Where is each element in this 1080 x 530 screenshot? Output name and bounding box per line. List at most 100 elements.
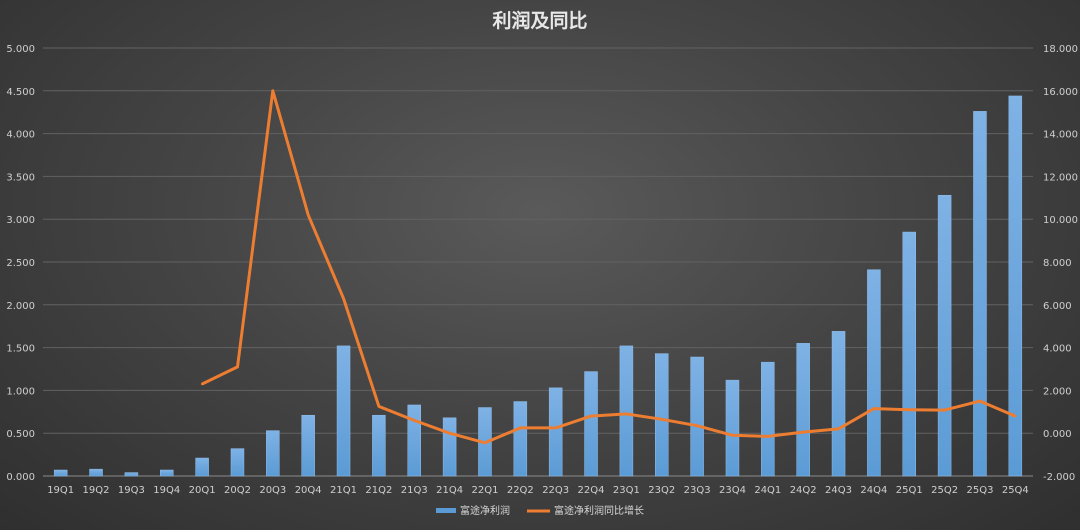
y-left-tick-label: 1.500 [6,344,35,355]
y-axis-left: 0.000 0.500 1.000 1.500 2.000 2.500 3.000 3.500… [6,44,35,483]
bar [548,387,563,477]
bar [725,379,740,477]
bar [690,356,704,477]
y-left-tick-label: 0.000 [6,472,35,483]
x-axis: 19Q1 19Q2 19Q3 19Q4 20Q1 20Q2 20Q3 20Q4 21Q1 21Q2… [47,485,1029,496]
bar [442,417,457,477]
bar [937,194,952,477]
x-tick-label: 25Q1 [896,485,923,496]
line-point [554,426,557,430]
x-tick-label: 22Q2 [507,485,534,496]
bar [513,401,528,477]
bar [902,231,916,477]
line-point [766,435,770,438]
line-point [483,441,487,445]
line-point [236,365,239,369]
x-tick-label: 19Q4 [153,485,180,496]
x-tick-label: 20Q1 [189,485,216,496]
bar [336,345,351,477]
bar [1008,95,1023,477]
x-tick-label: 25Q3 [966,485,993,496]
x-tick-label: 20Q4 [295,485,322,496]
bar [584,371,598,477]
line-point [519,426,522,430]
bar [124,472,139,477]
line-point [872,407,876,410]
line-point [589,414,593,418]
x-tick-label: 21Q1 [330,485,357,496]
x-tick-label: 23Q4 [719,485,746,496]
bar [831,331,846,477]
x-tick-label: 24Q3 [825,485,852,496]
y-axis-right: -2.000 0.000 2.000 4.000 6.000 8.000 10.000 12.… [1043,44,1078,483]
bar [195,457,209,477]
bar [973,111,987,477]
y-right-tick-label: 6.000 [1043,301,1072,312]
y-left-tick-label: 4.000 [6,130,35,141]
y-left-tick-label: 0.500 [6,429,35,440]
line-point [377,405,381,408]
legend-swatch-bar [436,508,456,513]
x-tick-label: 19Q3 [118,485,145,496]
bar [372,414,386,477]
bar [53,469,68,477]
bar [407,404,421,477]
legend-label-bar: 富途净利润 [460,504,510,517]
legend: 富途净利润 富途净利润同比增长 [436,504,644,517]
y-left-tick-label: 3.500 [6,172,35,183]
line-point [1014,414,1017,418]
line-point [625,412,628,416]
line-point [908,408,911,411]
x-tick-label: 19Q1 [47,485,74,496]
y-right-tick-label: 18.000 [1043,44,1078,55]
x-tick-label: 20Q2 [224,485,251,496]
y-right-tick-label: 12.000 [1043,172,1078,183]
y-right-tick-label: 10.000 [1043,215,1078,226]
x-tick-label: 22Q1 [471,485,498,496]
bar [867,269,881,477]
bar [796,343,810,477]
y-right-tick-label: -2.000 [1043,472,1075,483]
line-point [660,418,663,421]
y-right-tick-label: 2.000 [1043,386,1072,397]
x-tick-label: 19Q2 [83,485,110,496]
x-tick-label: 24Q1 [754,485,781,496]
x-tick-label: 25Q4 [1002,485,1029,496]
x-tick-label: 24Q4 [860,485,887,496]
line-point [978,399,982,403]
x-tick-label: 22Q3 [542,485,569,496]
x-tick-label: 23Q3 [684,485,711,496]
y-left-tick-label: 1.000 [6,386,35,397]
line-point [342,297,345,300]
bar [761,361,775,477]
bar [160,469,174,477]
x-tick-label: 24Q2 [790,485,817,496]
y-left-tick-label: 4.500 [6,87,35,98]
gridlines [43,47,1033,477]
y-left-tick-label: 3.000 [6,215,35,226]
series-line [201,89,1016,445]
y-left-tick-label: 2.500 [6,258,35,269]
y-right-tick-label: 8.000 [1043,258,1072,269]
y-right-tick-label: 16.000 [1043,87,1078,98]
line-point [695,424,699,427]
legend-label-line: 富途净利润同比增长 [554,504,644,517]
chart-title: 利润及同比 [492,9,587,32]
bar [89,468,103,477]
x-tick-label: 22Q4 [578,485,605,496]
y-right-tick-label: 0.000 [1043,429,1072,440]
x-tick-label: 20Q3 [259,485,286,496]
line-point [943,408,946,412]
bar [266,430,280,477]
bar [655,353,669,477]
y-left-tick-label: 5.000 [6,44,35,55]
line-series [200,89,1017,445]
line-point [271,89,275,93]
x-tick-label: 21Q2 [365,485,392,496]
line-point [448,432,451,435]
bar [301,414,315,477]
line-point [413,419,416,422]
x-tick-label: 21Q4 [436,485,463,496]
x-tick-label: 23Q2 [648,485,675,496]
